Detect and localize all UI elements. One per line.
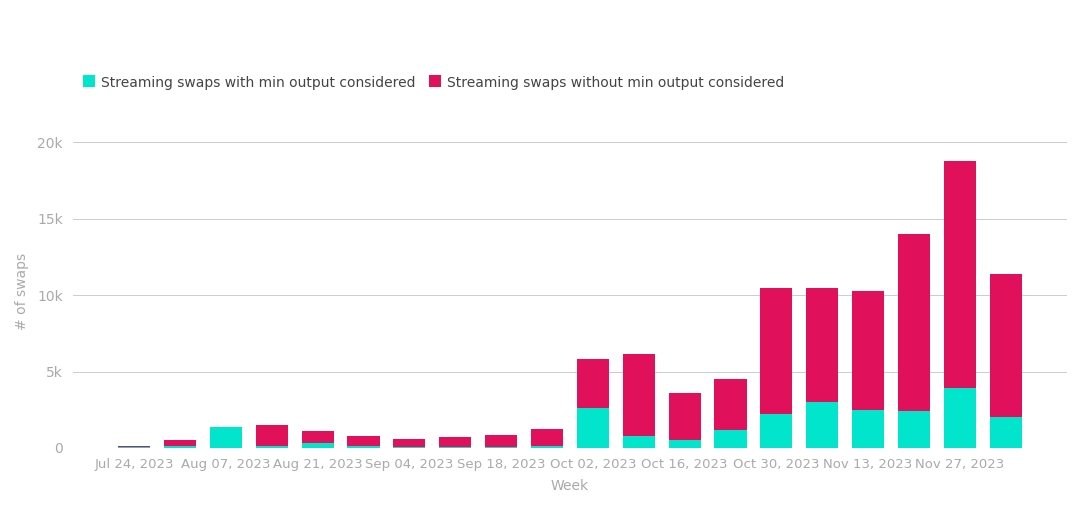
Bar — [577, 408, 609, 448]
Bar — [852, 291, 884, 410]
Bar — [944, 161, 976, 388]
Bar — [990, 418, 1021, 448]
Bar — [622, 436, 655, 448]
X-axis label: Week: Week — [551, 479, 589, 493]
Bar — [439, 437, 472, 447]
Bar — [302, 443, 333, 448]
Bar — [714, 430, 747, 448]
Bar — [944, 388, 976, 448]
Bar — [761, 415, 792, 448]
Bar — [806, 402, 839, 448]
Bar — [210, 427, 242, 448]
Bar — [898, 411, 931, 448]
Bar — [990, 274, 1021, 418]
Bar — [852, 410, 884, 448]
Bar — [669, 393, 701, 439]
Bar — [393, 439, 425, 447]
Bar — [118, 447, 150, 448]
Bar — [806, 289, 839, 402]
Bar — [531, 446, 563, 448]
Bar — [163, 447, 196, 448]
Bar — [622, 354, 655, 436]
Bar — [393, 447, 425, 448]
Bar — [302, 431, 333, 443]
Bar — [163, 440, 196, 447]
Bar — [439, 447, 472, 448]
Bar — [761, 288, 792, 415]
Y-axis label: # of swaps: # of swaps — [15, 253, 29, 330]
Bar — [531, 429, 563, 446]
Bar — [669, 439, 701, 448]
Bar — [577, 359, 609, 408]
Bar — [714, 379, 747, 430]
Bar — [898, 234, 931, 411]
Bar — [347, 436, 380, 446]
Bar — [255, 425, 288, 446]
Bar — [485, 435, 517, 447]
Bar — [347, 446, 380, 448]
Bar — [255, 446, 288, 448]
Bar — [485, 447, 517, 448]
Legend: Streaming swaps with min output considered, Streaming swaps without min output c: Streaming swaps with min output consider… — [80, 73, 787, 92]
